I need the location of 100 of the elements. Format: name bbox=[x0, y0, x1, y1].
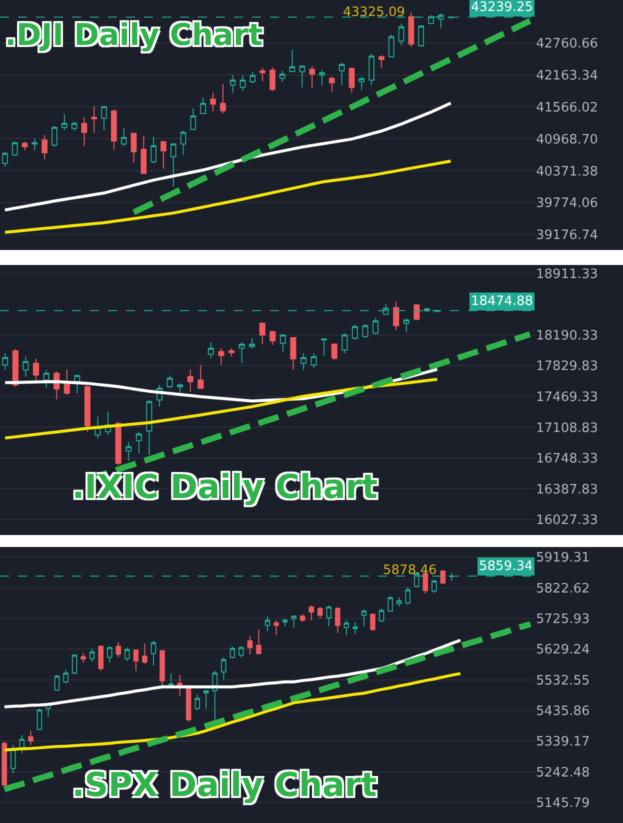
candlestick bbox=[89, 648, 95, 662]
candlestick bbox=[260, 66, 266, 82]
candlestick bbox=[210, 92, 216, 112]
candlestick bbox=[180, 130, 186, 156]
candlestick bbox=[282, 618, 288, 627]
candlestick bbox=[71, 121, 78, 132]
candlestick bbox=[249, 338, 256, 349]
candlestick bbox=[126, 442, 132, 462]
candlestick bbox=[321, 338, 328, 356]
candlestick bbox=[238, 646, 244, 658]
candlestick bbox=[194, 694, 200, 711]
annotation: 43325.09 bbox=[343, 5, 406, 20]
y-tick-label: 42760.66 bbox=[536, 36, 598, 52]
candlestick bbox=[403, 318, 410, 333]
candlestick bbox=[218, 348, 224, 366]
candlestick bbox=[378, 54, 384, 68]
y-tick-label: 5435.86 bbox=[536, 704, 590, 719]
candlestick bbox=[348, 66, 355, 94]
candlestick bbox=[36, 708, 42, 731]
candlestick bbox=[396, 596, 402, 607]
candlestick bbox=[115, 422, 122, 466]
y-tick-label: 5145.79 bbox=[536, 796, 590, 811]
candlestick bbox=[208, 342, 214, 359]
candlestick bbox=[187, 369, 194, 392]
y-tick-label: 5629.24 bbox=[536, 642, 590, 658]
candlestick bbox=[64, 368, 70, 396]
candlestick bbox=[42, 134, 48, 160]
candlestick bbox=[378, 608, 384, 622]
candlestick bbox=[238, 342, 245, 364]
candlestick bbox=[72, 654, 78, 675]
candlestick bbox=[309, 66, 316, 88]
candlestick bbox=[120, 128, 127, 147]
candlestick bbox=[344, 620, 350, 636]
candlestick bbox=[160, 140, 166, 169]
candlestick bbox=[440, 570, 446, 584]
candlestick bbox=[289, 48, 296, 72]
candlestick bbox=[43, 369, 50, 388]
candlestick bbox=[140, 136, 147, 175]
candlestick bbox=[247, 636, 253, 655]
y-tick-label: 16387.83 bbox=[536, 482, 598, 498]
candlestick bbox=[388, 596, 393, 613]
y-tick-label: 41566.02 bbox=[536, 100, 598, 116]
candlestick bbox=[91, 106, 98, 134]
candlestick bbox=[256, 628, 262, 655]
candlestick bbox=[124, 647, 130, 662]
candlestick bbox=[166, 375, 173, 389]
candlestick bbox=[106, 646, 112, 664]
candlestick bbox=[32, 138, 38, 151]
candlestick bbox=[221, 656, 226, 680]
y-tick-label: 17108.83 bbox=[536, 420, 598, 436]
candlestick bbox=[12, 141, 18, 157]
candlestick bbox=[240, 74, 246, 92]
candlestick bbox=[310, 352, 317, 368]
candlestick bbox=[203, 690, 209, 709]
ref-line-label: 5859.34 bbox=[479, 559, 533, 574]
candlestick bbox=[228, 348, 235, 358]
candlestick bbox=[352, 324, 358, 340]
candlestick bbox=[230, 74, 236, 94]
candlestick bbox=[335, 606, 340, 634]
candlestick bbox=[393, 301, 400, 330]
y-tick-label: 5532.55 bbox=[536, 673, 590, 688]
candlestick bbox=[418, 24, 424, 48]
candlestick bbox=[270, 330, 276, 346]
y-tick-label: 40968.70 bbox=[536, 132, 598, 148]
text: .SPX Daily Chart bbox=[72, 765, 377, 804]
candlestick bbox=[146, 399, 152, 456]
candlestick bbox=[12, 348, 18, 388]
candlestick bbox=[328, 76, 335, 92]
candlestick bbox=[264, 616, 270, 632]
candlestick bbox=[259, 322, 266, 345]
candlestick bbox=[388, 34, 394, 58]
candlestick bbox=[308, 604, 314, 621]
candlestick bbox=[405, 586, 410, 605]
candlestick bbox=[63, 670, 68, 684]
candlestick bbox=[326, 604, 332, 627]
y-tick-label: 39176.74 bbox=[536, 228, 598, 244]
y-tick-label: 5339.17 bbox=[536, 734, 590, 750]
candlestick bbox=[80, 652, 86, 664]
candlestick bbox=[130, 132, 137, 164]
candlestick bbox=[84, 385, 90, 432]
candlestick bbox=[370, 613, 376, 632]
candlestick bbox=[299, 64, 306, 88]
candlestick bbox=[319, 70, 325, 86]
candlestick bbox=[300, 352, 307, 370]
candlestick bbox=[190, 108, 196, 131]
candlestick bbox=[398, 23, 404, 46]
y-tick-label: 42163.34 bbox=[536, 68, 598, 84]
y-tick-label: 5242.48 bbox=[536, 765, 590, 780]
candlestick bbox=[101, 106, 107, 131]
line-series bbox=[2, 638, 462, 708]
candlestick bbox=[352, 621, 358, 635]
candlestick bbox=[372, 318, 379, 335]
candlestick bbox=[116, 641, 122, 658]
y-tick-label: 40371.38 bbox=[536, 164, 598, 180]
candlestick bbox=[81, 116, 88, 147]
candlestick bbox=[274, 620, 279, 636]
y-tick-label: 5725.93 bbox=[536, 612, 590, 627]
candlestick bbox=[74, 374, 80, 394]
y-tick-label: 5822.62 bbox=[536, 581, 590, 596]
candlestick bbox=[361, 609, 367, 627]
